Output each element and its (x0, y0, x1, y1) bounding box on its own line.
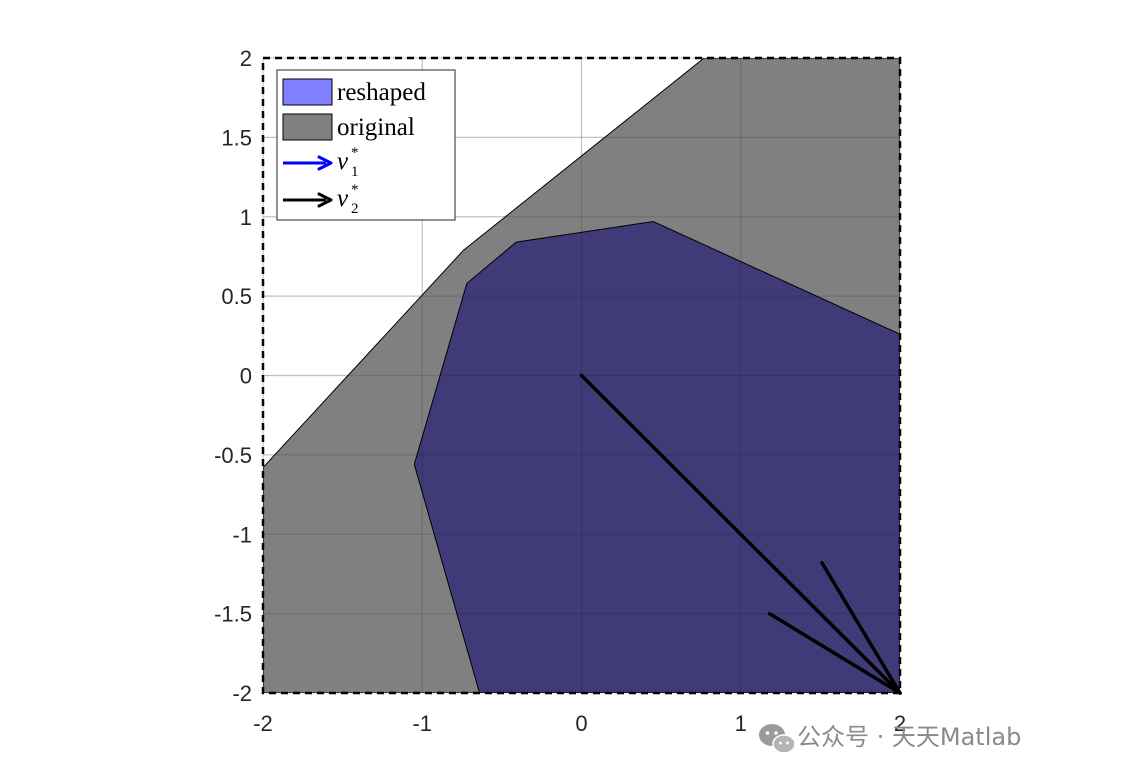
legend-label: v (337, 185, 349, 212)
arrow-head (767, 611, 902, 695)
legend-entry: original (282, 113, 415, 141)
legend-label-sub: 2 (351, 201, 359, 217)
x-tick-label: 2 (894, 711, 906, 736)
wechat-icon (759, 724, 796, 754)
legend-swatch (282, 78, 333, 106)
arrow-shaft (579, 373, 902, 695)
y-tick-label: 0 (240, 364, 252, 389)
y-tick-labels: -2 -1.5 -1 -0.5 0 0.5 1 1.5 2 (214, 46, 252, 706)
plot-area (261, 56, 902, 695)
y-tick-label: 0.5 (221, 284, 252, 309)
y-tick-label: 1.5 (221, 125, 252, 150)
watermark: 公众号 · 天天Matlab (759, 723, 1021, 754)
legend-entry: v * 1 (283, 145, 359, 180)
legend-label-sub: 1 (351, 164, 359, 180)
y-tick-label: 1 (240, 205, 252, 230)
legend-arrow-head (317, 192, 333, 208)
y-tick-label: 2 (240, 46, 252, 71)
y-tick-label: -0.5 (214, 443, 252, 468)
watermark-text: 公众号 · 天天Matlab (797, 723, 1021, 751)
y-tick-label: -2 (232, 681, 252, 706)
legend-entry: v * 2 (283, 182, 359, 217)
x-tick-label: 1 (735, 711, 747, 736)
x-tick-label: -1 (412, 711, 432, 736)
axes-box (261, 56, 902, 695)
legend-label: reshaped (337, 79, 426, 106)
legend-label: v (337, 148, 349, 175)
arrows (579, 373, 902, 695)
legend-arrow-head (317, 155, 333, 171)
legend-entry: reshaped (282, 78, 426, 106)
y-tick-label: -1 (232, 522, 252, 547)
legend-label: original (337, 114, 415, 141)
x-tick-label: 0 (575, 711, 587, 736)
legend-swatch (282, 113, 333, 141)
x-tick-labels: -2 -1 0 1 2 (253, 711, 906, 736)
y-tick-label: -1.5 (214, 602, 252, 627)
arrow-head (820, 561, 902, 695)
x-tick-label: -2 (253, 711, 273, 736)
polygon-reshaped (413, 220, 900, 693)
legend-label-sup: * (351, 145, 359, 161)
arrow-v_2^* (579, 373, 902, 695)
legend-label-sup: * (351, 182, 359, 198)
